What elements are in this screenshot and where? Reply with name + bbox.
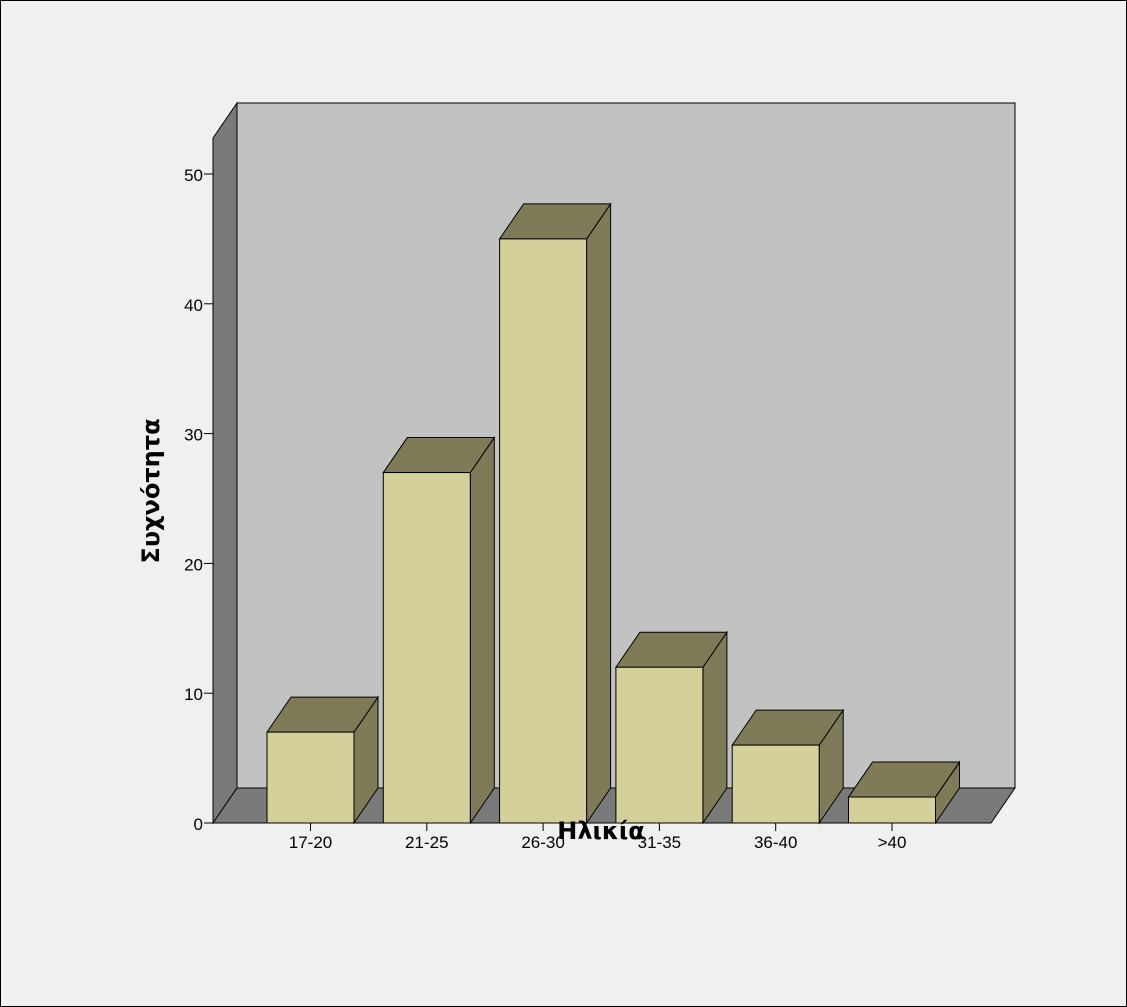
bar-front: [382, 472, 471, 824]
bar: [731, 708, 845, 825]
bar: [498, 202, 612, 825]
bar-front: [266, 731, 355, 824]
bar-side: [586, 202, 612, 825]
y-tick-label: 10: [184, 685, 203, 704]
x-tick-label: 21-25: [405, 833, 448, 852]
x-tick-label: >40: [878, 833, 907, 852]
x-tick-label: 26-30: [521, 833, 564, 852]
bar-front: [499, 238, 588, 824]
side-wall: [212, 101, 238, 825]
y-tick-label: 20: [184, 555, 203, 574]
bar-front: [731, 744, 820, 824]
x-tick-label: 36-40: [754, 833, 797, 852]
bar: [847, 760, 961, 825]
x-tick-label: 17-20: [289, 833, 332, 852]
bar-front: [615, 666, 704, 824]
bar-side: [469, 435, 495, 825]
bar: [266, 695, 379, 825]
y-tick-label: 30: [184, 426, 203, 445]
x-tick-label: 31-35: [638, 833, 681, 852]
y-tick-label: 0: [194, 815, 203, 834]
x-axis-title: Ηλικία: [557, 817, 645, 845]
y-tick-label: 50: [184, 166, 203, 185]
y-tick-label: 40: [184, 296, 203, 315]
bar: [614, 630, 728, 825]
y-axis-title: Συχνότητα: [137, 418, 165, 563]
bar-front: [848, 796, 936, 824]
bar: [382, 435, 496, 825]
